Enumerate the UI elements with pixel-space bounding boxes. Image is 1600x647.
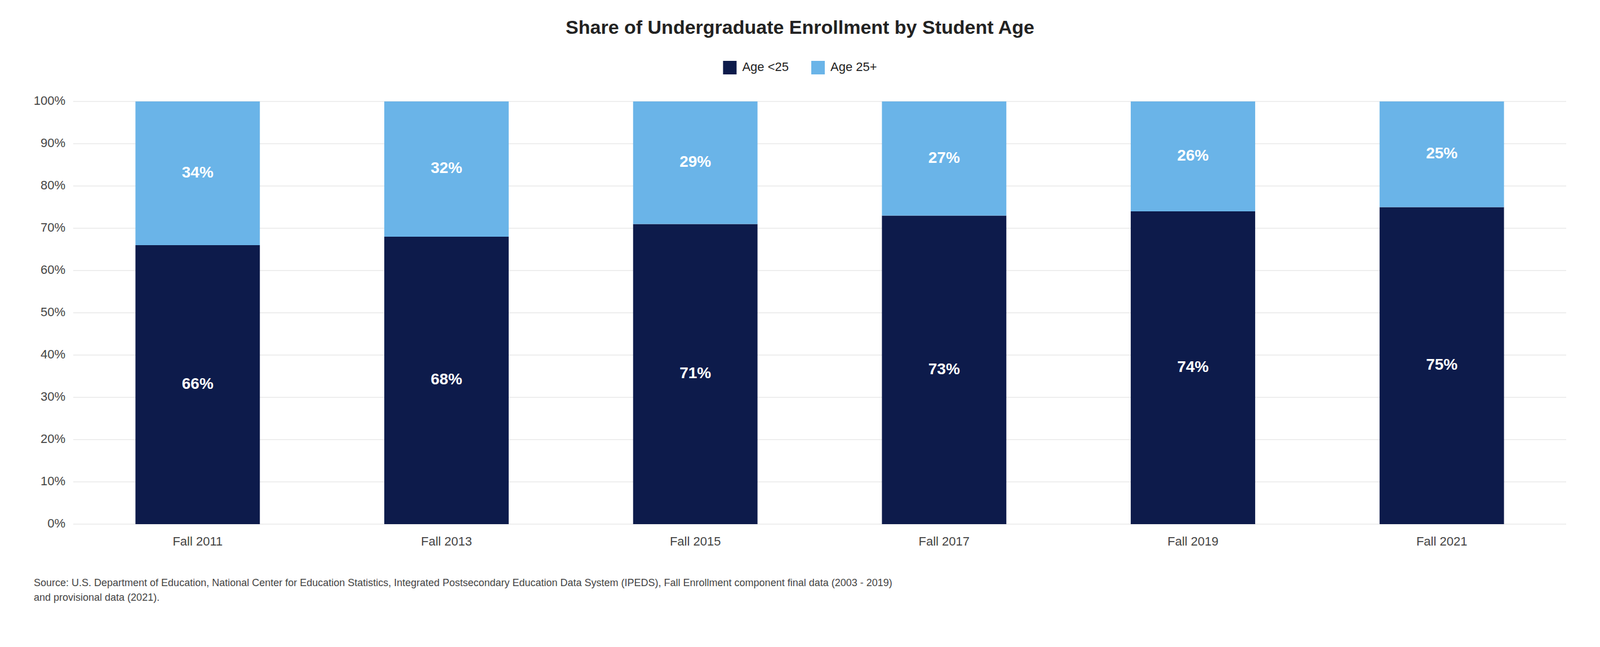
bar	[633, 101, 758, 225]
grid-line	[73, 185, 1567, 187]
y-tick-label: 60%	[40, 262, 66, 277]
bar	[881, 101, 1007, 216]
bar	[384, 101, 509, 237]
legend-item: Age 25+	[811, 59, 878, 75]
y-tick-label: 40%	[40, 347, 66, 362]
y-tick-label: 50%	[40, 304, 66, 319]
grid-line	[73, 439, 1567, 440]
x-axis: Fall 2011 Fall 2013 Fall 2015 Fall 2017 Fall…	[172, 534, 1468, 549]
bar	[1130, 101, 1256, 212]
bar	[881, 215, 1007, 525]
y-axis: 0% 10% 20% 30% 40% 50% 60% 70% 80% 90% 100%	[33, 93, 66, 531]
bar	[135, 245, 260, 524]
bar	[1379, 101, 1505, 208]
data-label: 29%	[679, 152, 711, 171]
x-tick-label: Fall 2013	[420, 534, 473, 549]
y-tick-label: 0%	[47, 516, 66, 531]
y-tick-label: 30%	[40, 389, 66, 404]
bar	[1379, 207, 1505, 525]
x-tick-label: Fall 2021	[1416, 534, 1468, 549]
data-label: 26%	[1176, 146, 1209, 164]
legend: Age <25 Age 25+	[722, 59, 877, 75]
title: Share of Undergraduate Enrollment by Stu…	[565, 16, 1035, 38]
data-label: 34%	[181, 163, 214, 181]
data-label: 71%	[679, 363, 711, 382]
bar	[384, 236, 509, 524]
data-label: 74%	[1176, 357, 1209, 376]
source-note: Source: U.S. Department of Education, Na…	[33, 576, 893, 603]
chart: Share of Undergraduate Enrollment by Stu…	[0, 0, 1600, 647]
grid-line	[73, 101, 1567, 102]
y-tick-label: 100%	[33, 93, 66, 108]
data-label: 66%	[181, 374, 214, 393]
grid-line	[73, 270, 1567, 271]
data-labels: 66% 68% 71% 73% 74% 75% 34% 32% 29% 27% 26% 25%	[181, 144, 1458, 393]
grid	[73, 101, 1567, 524]
y-tick-label: 20%	[40, 431, 66, 446]
y-tick-label: 70%	[40, 220, 66, 235]
legend-label: Age <25	[741, 59, 789, 74]
source-line: Source: U.S. Department of Education, Na…	[33, 576, 893, 589]
data-label: 27%	[928, 148, 960, 167]
grid-line	[73, 228, 1567, 229]
legend-label: Age 25+	[830, 59, 878, 74]
x-tick-label: Fall 2011	[172, 534, 223, 549]
y-tick-label: 90%	[40, 135, 66, 150]
bar	[135, 101, 260, 246]
data-label: 73%	[928, 360, 960, 378]
annotations: Source: U.S. Department of Education, Na…	[33, 576, 893, 603]
y-tick-label: 80%	[40, 178, 66, 193]
bars	[135, 101, 1504, 524]
source-line: and provisional data (2021).	[33, 591, 160, 603]
grid-line	[73, 312, 1567, 314]
grid-line	[73, 481, 1567, 483]
x-tick-label: Fall 2015	[669, 534, 722, 549]
data-label: 32%	[430, 158, 462, 177]
data-label: 68%	[430, 370, 462, 388]
legend-swatch	[811, 60, 825, 75]
x-tick-label: Fall 2017	[918, 534, 971, 549]
data-label: 25%	[1425, 144, 1458, 162]
y-tick-label: 10%	[40, 473, 66, 488]
legend-swatch	[722, 60, 737, 75]
grid-line	[73, 397, 1567, 398]
bar	[1130, 211, 1256, 524]
x-tick-label: Fall 2019	[1167, 534, 1219, 549]
bar	[633, 224, 758, 525]
grid-line	[73, 354, 1567, 356]
data-label: 75%	[1425, 355, 1458, 373]
grid-line	[73, 143, 1567, 145]
grid-line	[73, 523, 1567, 525]
legend-item: Age <25	[722, 59, 789, 75]
